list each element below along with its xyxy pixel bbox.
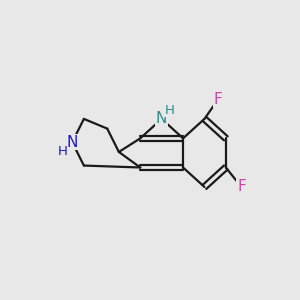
Text: F: F	[237, 179, 246, 194]
Text: H: H	[58, 146, 68, 158]
Text: F: F	[214, 92, 222, 107]
Text: N: N	[156, 111, 167, 126]
Text: N: N	[67, 135, 78, 150]
Text: H: H	[164, 103, 174, 117]
